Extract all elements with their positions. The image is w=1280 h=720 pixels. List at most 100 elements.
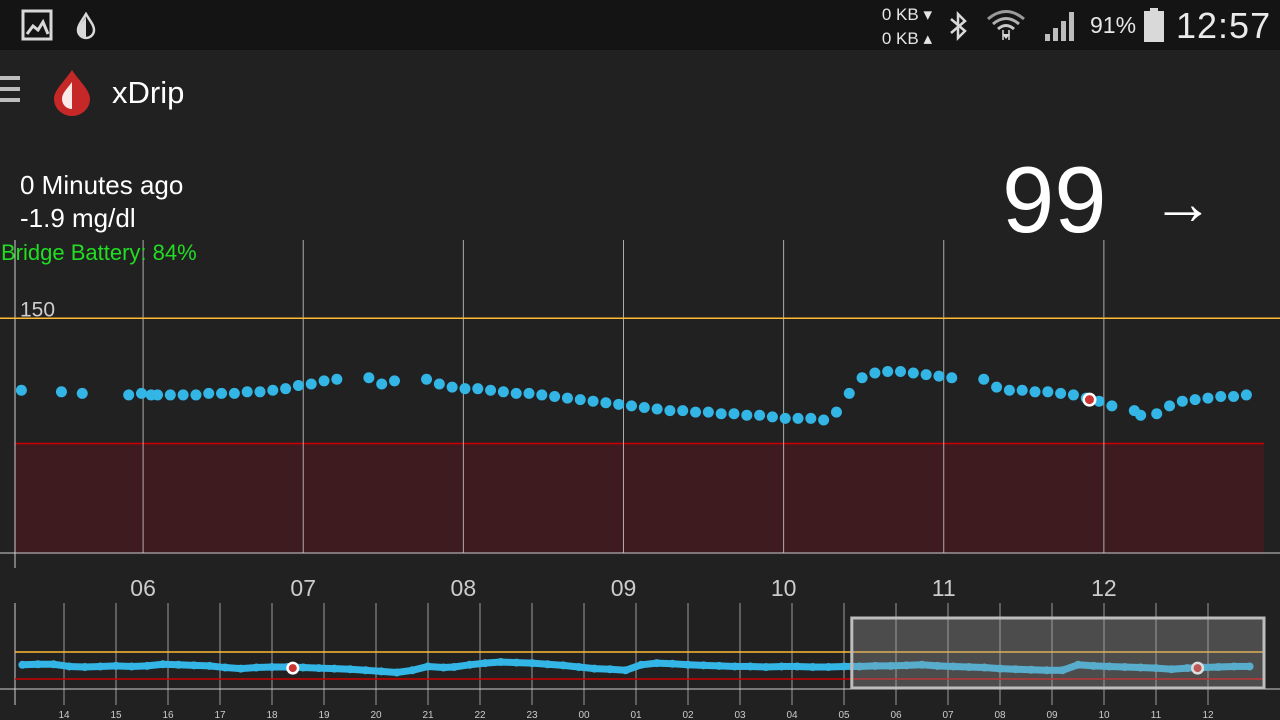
wifi-icon <box>987 10 1025 40</box>
overview-tick-12: 12 <box>1202 710 1214 720</box>
reading-point <box>1029 386 1041 398</box>
reading-point <box>830 406 842 418</box>
reading-point <box>991 381 1003 393</box>
reading-point <box>459 383 471 395</box>
reading-point <box>389 375 401 387</box>
reading-point <box>177 389 189 401</box>
overview-tick-00: 00 <box>578 710 590 720</box>
overview-tick-23: 23 <box>526 710 538 720</box>
reading-point <box>254 386 266 398</box>
x-tick-06: 06 <box>130 575 156 601</box>
data-up-rate: 0 KB ▴ <box>881 29 932 48</box>
reading-point <box>1164 400 1176 412</box>
reading-point <box>882 365 894 377</box>
reading-point <box>1135 409 1147 421</box>
reading-point <box>472 383 484 395</box>
trend-arrow: → <box>1152 169 1214 238</box>
reading-point <box>1240 389 1252 401</box>
overview-tick-10: 10 <box>1098 710 1110 720</box>
overview-tick-18: 18 <box>266 710 278 720</box>
overview-tick-04: 04 <box>786 710 798 720</box>
overview-tick-01: 01 <box>630 710 642 720</box>
reading-point <box>421 373 433 385</box>
reading-point <box>280 383 292 395</box>
reading-point <box>978 373 990 385</box>
main-chart[interactable]: 06 07 08 09 10 11 12 150 <box>0 0 1280 605</box>
bg-value: 99 <box>1002 147 1107 252</box>
reading-point <box>55 386 67 398</box>
x-tick-09: 09 <box>611 575 637 601</box>
overview-selection-window <box>850 616 1266 690</box>
x-tick-12: 12 <box>1091 575 1117 601</box>
battery-percent: 91% <box>1090 12 1137 38</box>
reading-point <box>1215 391 1227 402</box>
overview-tick-19: 19 <box>318 710 330 720</box>
reading-point <box>843 387 855 399</box>
overview-calibration-point <box>288 664 297 673</box>
reading-point <box>497 386 509 398</box>
blood-drop-icon[interactable] <box>50 68 94 116</box>
action-bar: xDrip <box>0 50 1280 136</box>
reading-point <box>76 387 88 399</box>
overview-tick-14: 14 <box>58 710 70 720</box>
reading-point <box>702 406 714 418</box>
reading-point <box>1189 394 1201 406</box>
reading-point <box>123 389 135 401</box>
hamburger-menu-icon[interactable] <box>0 76 20 108</box>
reading-point <box>638 401 650 413</box>
reading-point <box>15 384 27 396</box>
reading-point <box>754 409 766 421</box>
reading-point <box>433 378 445 390</box>
reading-point <box>715 408 727 420</box>
reading-point <box>446 381 458 393</box>
reading-point <box>1042 386 1054 398</box>
reading-point <box>1106 400 1118 412</box>
gallery-icon <box>21 9 53 41</box>
signal-icon <box>1045 12 1074 41</box>
x-tick-11: 11 <box>932 575 956 601</box>
reading-point <box>677 405 689 417</box>
reading-point <box>1176 395 1188 407</box>
overview-tick-11: 11 <box>1151 710 1162 720</box>
reading-point <box>331 373 343 385</box>
overview-tick-03: 03 <box>734 710 746 720</box>
status-bar: 0 KB ▾ 0 KB ▴ 91% 12:57 <box>0 0 1280 50</box>
overview-tick-07: 07 <box>942 710 954 720</box>
overview-tick-05: 05 <box>838 710 850 720</box>
reading-point <box>241 386 253 398</box>
reading-point <box>625 400 637 412</box>
reading-point <box>895 365 907 377</box>
high-line-label: 150 <box>20 298 55 321</box>
reading-point <box>933 370 945 382</box>
drop-icon <box>76 12 96 40</box>
reading-point <box>651 403 663 415</box>
reading-point <box>561 392 573 404</box>
reading-point <box>869 367 881 379</box>
reading-point <box>805 412 817 424</box>
reading-point <box>1228 391 1240 402</box>
reading-point <box>1202 392 1214 404</box>
reading-point <box>549 391 561 402</box>
reading-point <box>485 384 497 396</box>
reading-point <box>587 395 599 407</box>
reading-point <box>203 387 215 399</box>
overview-point <box>1245 662 1254 671</box>
reading-point <box>946 372 958 384</box>
reading-point <box>907 367 919 379</box>
reading-point <box>741 409 753 421</box>
reading-point <box>510 387 522 399</box>
reading-point <box>216 387 228 399</box>
reading-point <box>766 411 778 423</box>
overview-tick-15: 15 <box>110 710 122 720</box>
reading-point <box>600 397 612 409</box>
reading-point <box>376 378 388 390</box>
reading-point <box>1067 389 1079 401</box>
reading-point <box>792 412 804 424</box>
reading-point <box>136 387 148 399</box>
reading-point <box>1003 384 1015 396</box>
reading-point <box>523 387 535 399</box>
battery-icon <box>1144 8 1164 42</box>
bridge-battery-label: Bridge Battery: 84% <box>1 240 197 265</box>
calibration-point <box>1084 395 1094 405</box>
